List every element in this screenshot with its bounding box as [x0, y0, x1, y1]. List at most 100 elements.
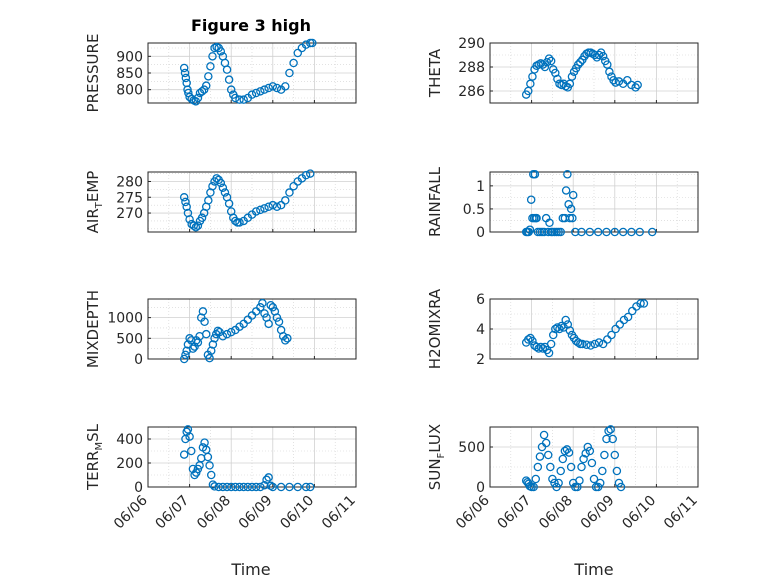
data-point [305, 169, 315, 178]
axes-theta: 286 288 290 THETA [426, 36, 699, 104]
data-point [281, 196, 290, 205]
data-point [268, 303, 278, 312]
data-point [181, 73, 191, 83]
x-tick-label: 06/06 [453, 492, 493, 532]
data-point [260, 204, 269, 213]
data-point [204, 196, 213, 205]
data-point [226, 327, 236, 337]
data-point [616, 482, 626, 492]
data-point [582, 340, 591, 349]
axes-sun-flux: 0 500 SUNFLUX 06/06 06/07 06/08 06/09 06/10 06/1… [426, 424, 701, 533]
data-point [567, 72, 577, 81]
data-point [272, 202, 282, 211]
data-point [563, 170, 572, 179]
data-point [565, 326, 575, 335]
data-point [524, 335, 533, 344]
data-point [222, 329, 232, 339]
data-point [272, 313, 282, 322]
data-point [268, 82, 278, 91]
data-point [593, 482, 603, 492]
data-point [627, 227, 636, 237]
data-point [568, 190, 578, 200]
data-point [548, 474, 557, 484]
data-point [566, 462, 576, 472]
y-tick-label: 1000 [107, 311, 143, 327]
data-point [554, 478, 563, 488]
data-point [247, 90, 257, 99]
y-tick-label: 290 [458, 36, 485, 52]
data-point [193, 338, 203, 347]
data-point [197, 213, 207, 223]
data-point [526, 195, 536, 204]
data-point [592, 53, 602, 62]
data-point [231, 93, 240, 103]
data-point [618, 227, 628, 237]
data-point [272, 83, 282, 93]
data-point [256, 205, 265, 215]
data-point [289, 181, 298, 191]
data-point [614, 478, 624, 488]
data-point [204, 72, 213, 81]
y-axis-label: AIRTEMP [84, 171, 105, 234]
axes-frame [489, 42, 699, 104]
data-point [214, 482, 223, 492]
data-point [216, 47, 226, 56]
data-point [530, 170, 540, 179]
data-point [222, 65, 232, 74]
data-point [179, 354, 189, 364]
x-tick-label: 06/08 [194, 493, 234, 533]
data-point [256, 87, 265, 96]
axes-rainfall: 0 0.5 1 RAINFALL [426, 166, 699, 241]
data-point [535, 452, 545, 461]
data-point [276, 482, 286, 492]
y-tick-label: 400 [116, 432, 143, 448]
data-point [529, 482, 538, 492]
x-tick-label: 06/07 [495, 493, 535, 533]
data-point [541, 438, 551, 448]
data-point [590, 339, 600, 349]
data-point [544, 54, 554, 63]
y-tick-label: 0 [134, 352, 143, 368]
data-point [531, 474, 541, 484]
data-point [608, 434, 617, 444]
data-point [589, 474, 599, 484]
data-point [607, 330, 616, 340]
data-point [208, 181, 217, 191]
data-point [213, 326, 223, 336]
data-point [231, 216, 240, 226]
y-axis-label: THETA [426, 48, 444, 98]
x-tick-label: 06/10 [619, 493, 659, 533]
data-point [210, 482, 219, 491]
data-point [289, 58, 298, 68]
data-point [212, 174, 221, 183]
y-tick-label: 850 [116, 66, 143, 82]
data-point [609, 75, 618, 85]
data-point [264, 473, 273, 482]
data-point [264, 202, 273, 211]
data-point [593, 227, 603, 237]
data-point [598, 339, 608, 349]
data-point [258, 298, 267, 308]
data-point [568, 213, 577, 223]
data-point [631, 83, 640, 92]
data-point [274, 317, 284, 327]
data-point [611, 324, 620, 334]
data-point [636, 299, 645, 308]
y-tick-label: 800 [116, 83, 143, 99]
data-point [187, 446, 196, 456]
data-point [278, 331, 288, 341]
data-point [585, 446, 595, 456]
data-point [305, 482, 315, 492]
data-point [543, 450, 553, 460]
data-point [201, 329, 211, 339]
data-point [573, 60, 583, 69]
data-point [598, 51, 608, 61]
data-point [623, 75, 632, 85]
data-point [222, 482, 232, 492]
data-point [226, 85, 236, 94]
data-point [538, 60, 548, 69]
data-point [179, 63, 189, 73]
